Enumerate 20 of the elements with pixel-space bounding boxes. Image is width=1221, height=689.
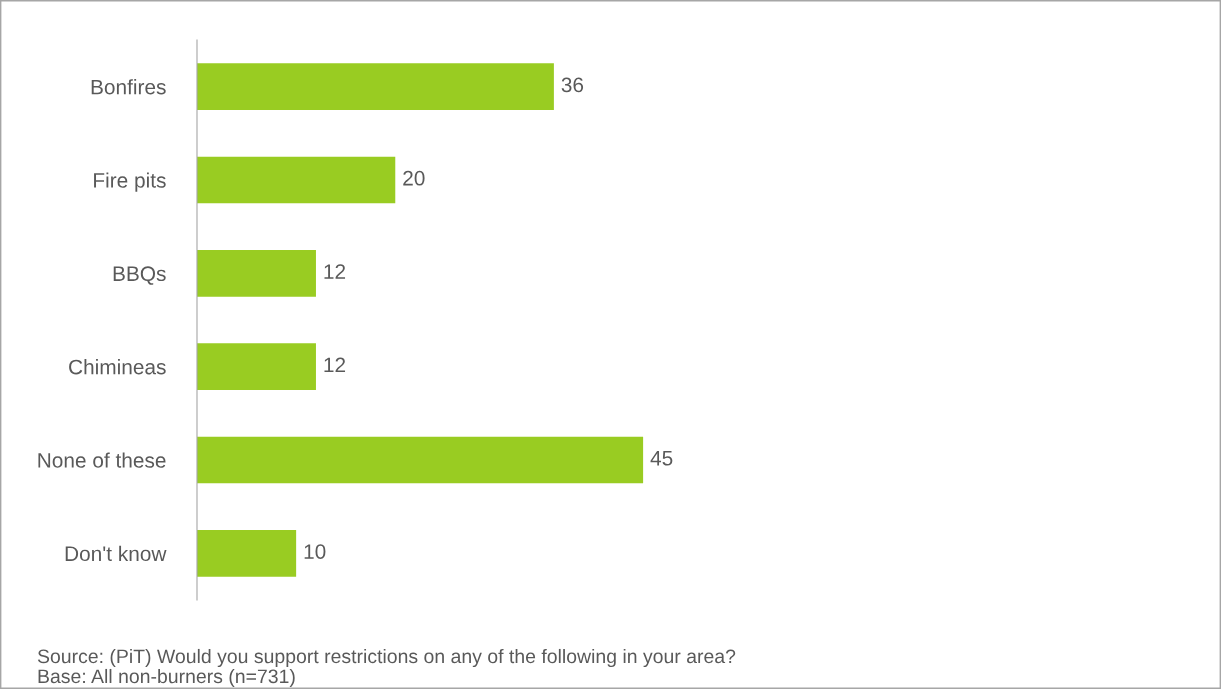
- source-note: Source: (PiT) Would you support restrictions on any of the following in your area?: [37, 648, 736, 668]
- data-label: 12: [324, 264, 346, 279]
- bar: [197, 343, 316, 390]
- bar: [197, 250, 316, 297]
- y-tick-label: Fire pits: [94, 172, 166, 192]
- y-tick-label: Chimineas: [69, 359, 166, 375]
- y-tick-label: BBQs: [113, 266, 166, 285]
- bar: [197, 63, 554, 110]
- data-label: 10: [304, 544, 326, 559]
- data-label: 36: [561, 77, 584, 93]
- data-label: 45: [650, 451, 673, 466]
- data-label: 20: [403, 170, 425, 186]
- y-tick-label: Bonfires: [91, 79, 166, 95]
- bar: [197, 530, 297, 577]
- y-tick-label: Don't know: [65, 545, 167, 562]
- bar: [197, 436, 644, 484]
- text: Base: All non-burners (n=731): [38, 668, 295, 688]
- y-tick-label: None of these: [38, 452, 166, 468]
- data-label: 12: [324, 357, 346, 373]
- bar: [197, 156, 396, 204]
